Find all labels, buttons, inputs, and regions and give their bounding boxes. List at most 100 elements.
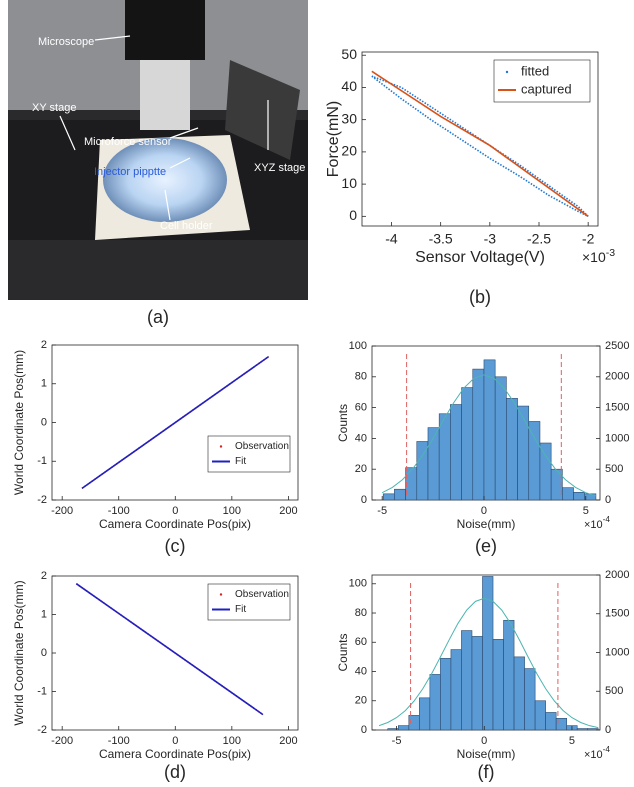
- x-axis-title: Camera Coordinate Pos(pix): [99, 517, 251, 531]
- y-tick-label: 2: [41, 339, 47, 351]
- x-exponent-base: ×10: [584, 749, 603, 761]
- photo-label: Microscope: [38, 36, 94, 48]
- y-tick-label: 80: [355, 607, 367, 619]
- legend-box: [207, 435, 291, 473]
- y-tick-label: 0: [41, 647, 47, 659]
- fit-curve: [378, 597, 599, 729]
- series-line: [371, 70, 589, 217]
- y-tick-label: 0: [41, 416, 47, 428]
- legend-label: Observation: [235, 589, 289, 600]
- y2-tick-label: 500: [605, 685, 623, 697]
- histogram-bar: [550, 468, 563, 501]
- y-tick-label: 0: [349, 207, 357, 223]
- photo-label: XYZ stage: [254, 162, 305, 174]
- histogram-bar: [483, 359, 496, 501]
- photo-label: Cell holder: [160, 220, 213, 232]
- histogram-bar: [513, 656, 525, 731]
- y-tick-label: 40: [355, 432, 367, 444]
- histogram-bar: [584, 493, 597, 501]
- histogram-bar: [562, 487, 574, 501]
- histogram-bar: [419, 697, 431, 731]
- fit-curve: [381, 374, 597, 497]
- y-axis-title: World Coordinate Pos(mm): [12, 580, 26, 725]
- y-tick-label: 40: [355, 665, 367, 677]
- x-tick-label: 100: [223, 505, 241, 517]
- series-line: [75, 583, 264, 716]
- photo-xyz-stage: [225, 60, 300, 160]
- x-axis-title: Noise(mm): [457, 747, 516, 761]
- histogram-bar: [494, 376, 507, 501]
- legend-box: [207, 583, 291, 621]
- x-tick-label: -2: [582, 231, 595, 247]
- x-tick-label: 0: [481, 505, 487, 517]
- photo: Microscope XY stage Microforce sensor In…: [8, 0, 308, 300]
- photo-caption: (a): [147, 307, 169, 327]
- histogram-bar: [492, 639, 504, 731]
- y2-tick-label: 1000: [605, 646, 629, 658]
- y-tick-label: 0: [361, 494, 367, 506]
- histogram-bar: [528, 421, 541, 501]
- x-axis-title: Noise(mm): [457, 517, 516, 531]
- x-exponent-power: -4: [603, 745, 611, 754]
- series-line: [81, 355, 270, 490]
- x-tick-label: 0: [172, 735, 178, 747]
- x-tick-label: 100: [223, 735, 241, 747]
- y-tick-label: 80: [355, 371, 367, 383]
- y2-tick-label: 1000: [605, 432, 629, 444]
- histogram-bar: [450, 404, 462, 501]
- histogram-bar: [429, 674, 441, 731]
- x-exponent-power: -4: [603, 515, 611, 524]
- x-tick-label: -3: [484, 231, 497, 247]
- x-tick-label: 200: [279, 735, 297, 747]
- y-tick-label: 60: [355, 402, 367, 414]
- legend-swatch: [219, 593, 223, 596]
- y-tick-label: 100: [349, 340, 367, 352]
- y-tick-label: 30: [341, 110, 357, 126]
- y-tick-label: 40: [341, 78, 357, 94]
- histogram-bar: [545, 712, 557, 731]
- x-exponent: ×10-4: [584, 515, 610, 531]
- histogram-bar: [503, 620, 515, 731]
- y-tick-label: 60: [355, 636, 367, 648]
- y-axis-title: Force(mN): [325, 101, 342, 177]
- photo-label: XY stage: [32, 102, 76, 114]
- y-tick-label: 0: [361, 724, 367, 736]
- photo-microscope: [125, 0, 205, 60]
- x-tick-label: -3.5: [429, 231, 453, 247]
- x-tick-label: -200: [51, 735, 73, 747]
- y-axis-title: Counts: [336, 633, 350, 671]
- legend-swatch: [219, 445, 223, 448]
- y-tick-label: 10: [341, 175, 357, 191]
- y-tick-label: -2: [37, 494, 47, 506]
- caption: (c): [165, 536, 186, 556]
- x-exponent-base: ×10: [584, 519, 603, 531]
- x-tick-label: -5: [377, 505, 387, 517]
- y2-tick-label: 2000: [605, 371, 629, 383]
- x-exponent: ×10-3: [582, 247, 615, 265]
- series-line: [371, 75, 589, 218]
- y2-tick-label: 1500: [605, 608, 629, 620]
- y2-tick-label: 2000: [605, 569, 629, 581]
- y-tick-label: 2: [41, 570, 47, 582]
- histogram-bar: [461, 630, 473, 731]
- histogram-bar: [534, 700, 546, 731]
- y-axis-title: Counts: [336, 404, 350, 442]
- x-tick-label: -5: [392, 735, 402, 747]
- y-tick-label: 100: [349, 578, 367, 590]
- y-tick-label: 20: [355, 463, 367, 475]
- y2-tick-label: 0: [605, 724, 611, 736]
- x-axis-title: Camera Coordinate Pos(pix): [99, 747, 251, 761]
- photo-label: Microforce sensor: [84, 136, 172, 148]
- y-tick-label: -2: [37, 724, 47, 736]
- y-tick-label: 50: [341, 46, 357, 62]
- histogram-bar: [461, 387, 474, 501]
- y-tick-label: 1: [41, 378, 47, 390]
- y2-tick-label: 2500: [605, 340, 629, 352]
- histogram-bar: [524, 668, 536, 731]
- legend-box: [493, 59, 591, 103]
- caption: (b): [469, 287, 491, 307]
- x-axis-title: Sensor Voltage(V): [415, 249, 545, 266]
- y-tick-label: -1: [37, 455, 47, 467]
- legend: fitted captured: [493, 59, 591, 103]
